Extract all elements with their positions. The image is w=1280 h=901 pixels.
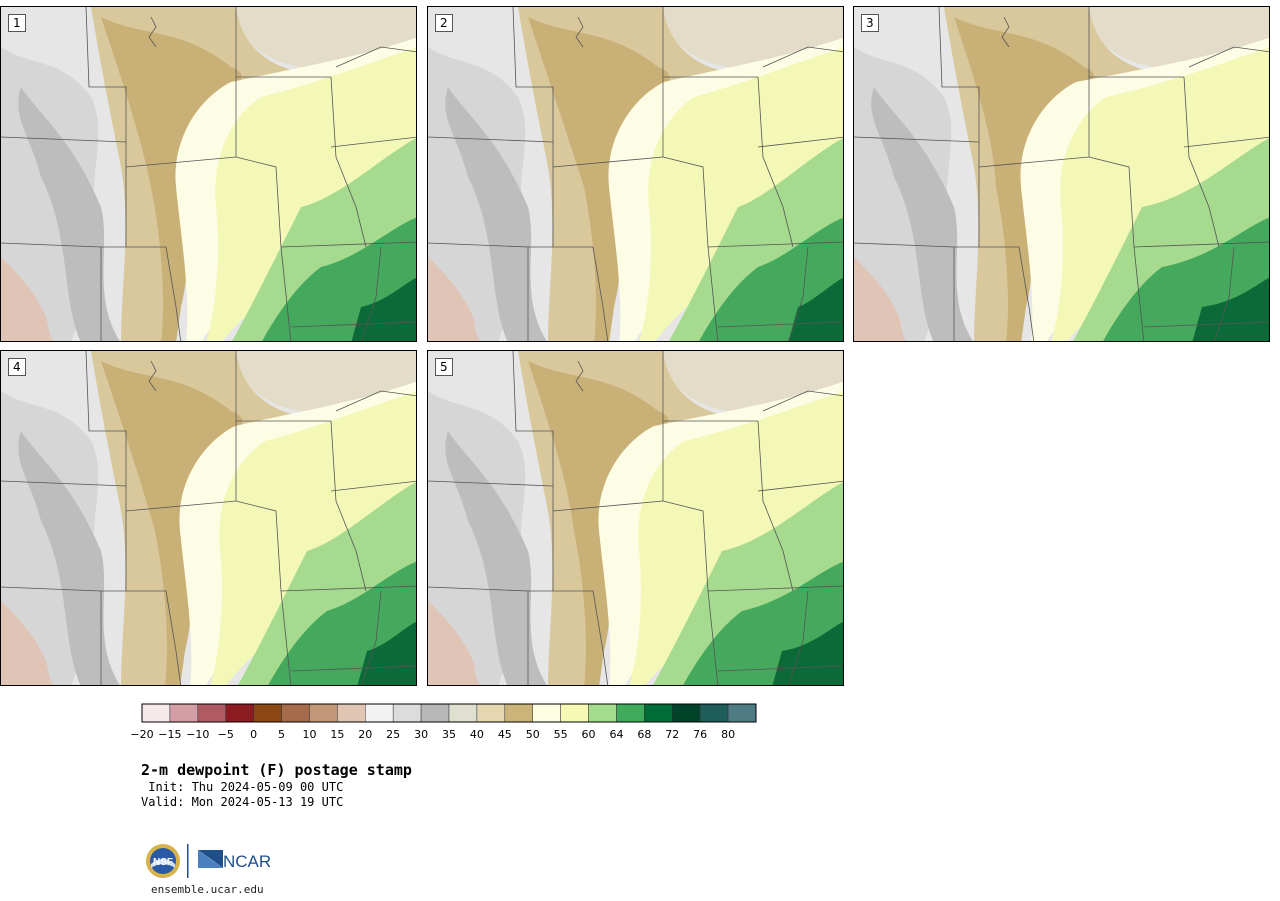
dewpoint-map xyxy=(428,351,843,685)
colorbar-tick-label: 64 xyxy=(609,728,624,741)
colorbar-tick-label: 40 xyxy=(469,728,484,741)
member-number-label: 2 xyxy=(435,14,453,32)
colorbar-tick-label: 60 xyxy=(581,728,596,741)
colorbar-swatch xyxy=(309,703,338,723)
init-time: Init: Thu 2024-05-09 00 UTC xyxy=(141,780,344,794)
colorbar-swatch xyxy=(560,703,589,723)
colorbar-tick-label: 25 xyxy=(386,728,401,741)
nsf-seal-icon: NSF xyxy=(146,844,180,878)
member-number-label: 4 xyxy=(8,358,26,376)
colorbar-swatch xyxy=(532,703,561,723)
nsf-ncar-logo: NSF NCAR xyxy=(145,842,275,884)
colorbar-swatch xyxy=(337,703,366,723)
colorbar-tick-labels: −20 −15 −10 −5 0 5 10 15 20 25 30 35 40 45 50 55 60 64 68 7… xyxy=(130,728,781,742)
colorbar-tick-label: 15 xyxy=(330,728,345,741)
ensemble-member-panel: 5 xyxy=(427,350,844,686)
colorbar-swatch xyxy=(225,703,254,723)
colorbar-swatch xyxy=(727,703,757,723)
colorbar-tick-label: −15 xyxy=(158,728,182,741)
colorbar-tick-label: 68 xyxy=(637,728,652,741)
colorbar-tick-label: 0 xyxy=(250,728,258,741)
colorbar-tick-label: 76 xyxy=(693,728,708,741)
colorbar-tick-label: 30 xyxy=(414,728,429,741)
colorbar-swatch xyxy=(476,703,506,723)
nsf-logo-text: NSF xyxy=(153,857,173,868)
colorbar-tick-label: −20 xyxy=(130,728,154,741)
colorbar-tick-label: 5 xyxy=(278,728,286,741)
colorbar-swatch xyxy=(141,703,171,723)
dewpoint-map xyxy=(1,7,416,341)
colorbar-swatch xyxy=(365,703,394,723)
ensemble-member-panel: 1 xyxy=(0,6,417,342)
colorbar-swatch xyxy=(281,703,310,723)
member-number-label: 5 xyxy=(435,358,453,376)
colorbar-tick-label: 50 xyxy=(525,728,540,741)
colorbar-tick-label: 45 xyxy=(497,728,512,741)
colorbar-swatch xyxy=(644,703,673,723)
colorbar-tick-label: 20 xyxy=(358,728,373,741)
ensemble-member-panel: 2 xyxy=(427,6,844,342)
colorbar-swatch xyxy=(672,703,701,723)
colorbar-tick-label: 10 xyxy=(302,728,317,741)
colorbar-swatch xyxy=(616,703,645,723)
colorbar-swatch xyxy=(699,703,729,723)
colorbar-swatch xyxy=(504,703,533,723)
ncar-logo-text: NCAR xyxy=(223,852,271,871)
colorbar-tick-label: −10 xyxy=(186,728,210,741)
website-url: ensemble.ucar.edu xyxy=(151,883,264,896)
colorbar-tick-label: 72 xyxy=(665,728,680,741)
plot-title: 2-m dewpoint (F) postage stamp xyxy=(141,761,412,779)
member-number-label: 3 xyxy=(861,14,879,32)
colorbar-tick-label: −5 xyxy=(217,728,234,741)
valid-time: Valid: Mon 2024-05-13 19 UTC xyxy=(141,795,344,809)
ncar-logo-icon: NCAR xyxy=(198,850,271,871)
ensemble-member-panel: 3 xyxy=(853,6,1270,342)
colorbar-swatch xyxy=(392,703,422,723)
dewpoint-map xyxy=(428,7,843,341)
colorbar-tick-label: 80 xyxy=(721,728,736,741)
colorbar-swatch xyxy=(588,703,617,723)
colorbar-tick-label: 35 xyxy=(442,728,456,741)
colorbar-swatch xyxy=(197,703,226,723)
colorbar-swatch xyxy=(169,703,199,723)
dewpoint-map xyxy=(854,7,1269,341)
colorbar-swatch xyxy=(253,703,282,723)
dewpoint-colorbar xyxy=(141,703,757,723)
member-number-label: 1 xyxy=(8,14,26,32)
ensemble-member-panel: 4 xyxy=(0,350,417,686)
colorbar-swatch xyxy=(448,703,478,723)
dewpoint-map xyxy=(1,351,416,685)
colorbar-swatch xyxy=(420,703,450,723)
colorbar-tick-label: 55 xyxy=(553,728,568,741)
